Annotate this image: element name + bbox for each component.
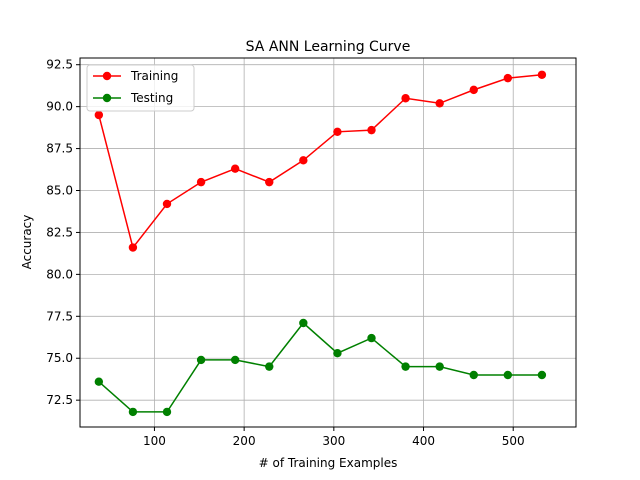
y-tick-label: 87.5	[46, 142, 73, 156]
data-point-testing	[367, 333, 376, 343]
x-tick-label: 500	[502, 434, 525, 448]
plot-frame	[79, 57, 577, 428]
data-point-testing	[299, 318, 308, 328]
data-point-training	[503, 73, 513, 83]
y-tick-label: 92.5	[46, 58, 73, 72]
data-point-testing	[333, 349, 342, 358]
x-tick-label: 300	[322, 434, 345, 448]
data-point-testing	[128, 407, 138, 417]
series-layer	[94, 70, 547, 417]
data-point-testing	[230, 355, 240, 365]
data-point-testing	[94, 377, 104, 386]
y-tick-label: 90.0	[46, 100, 73, 114]
data-point-training	[162, 199, 172, 209]
series-line-training	[98, 74, 542, 250]
data-point-training	[333, 127, 342, 136]
data-point-testing	[401, 362, 410, 371]
data-point-training	[265, 177, 274, 187]
legend: Training Testing	[86, 64, 195, 112]
x-axis-ticks: 100 200 300 400 500	[143, 427, 525, 448]
y-tick-label: 80.0	[46, 267, 73, 281]
chart-title: SA ANN Learning Curve	[246, 39, 411, 55]
data-point-testing	[503, 370, 513, 380]
data-point-training	[94, 110, 104, 120]
legend-label-testing: Testing	[130, 91, 173, 105]
legend-marker-testing	[102, 93, 112, 103]
data-point-training	[537, 70, 547, 79]
y-tick-label: 82.5	[46, 225, 73, 239]
x-tick-label: 200	[233, 434, 256, 448]
legend-marker-training	[102, 71, 112, 81]
data-point-testing	[265, 362, 274, 371]
series-line-testing	[98, 321, 542, 413]
data-point-training	[299, 156, 308, 165]
y-tick-label: 77.5	[46, 309, 73, 323]
data-point-testing	[435, 362, 444, 371]
legend-label-training: Training	[130, 69, 178, 83]
grid	[80, 58, 576, 427]
y-tick-label: 85.0	[46, 184, 73, 198]
data-point-training	[230, 164, 240, 173]
x-tick-label: 100	[143, 434, 166, 448]
data-point-training	[367, 125, 376, 135]
data-point-training	[401, 94, 410, 103]
y-tick-label: 72.5	[46, 393, 73, 407]
x-axis-title: # of Training Examples	[259, 456, 398, 470]
y-axis-title: Accuracy	[20, 215, 34, 270]
data-point-training	[435, 99, 444, 108]
data-point-testing	[162, 407, 172, 417]
data-point-testing	[469, 370, 478, 380]
data-point-training	[128, 243, 138, 252]
data-point-testing	[196, 355, 206, 365]
y-tick-label: 75.0	[46, 351, 73, 365]
data-point-training	[196, 177, 206, 187]
y-axis-ticks: 72.5 75.0 77.5 80.0 82.5 85.0 87.5 90.0 92.5	[46, 58, 80, 407]
data-point-training	[469, 85, 478, 95]
data-point-testing	[537, 370, 547, 380]
x-tick-label: 400	[412, 434, 435, 448]
